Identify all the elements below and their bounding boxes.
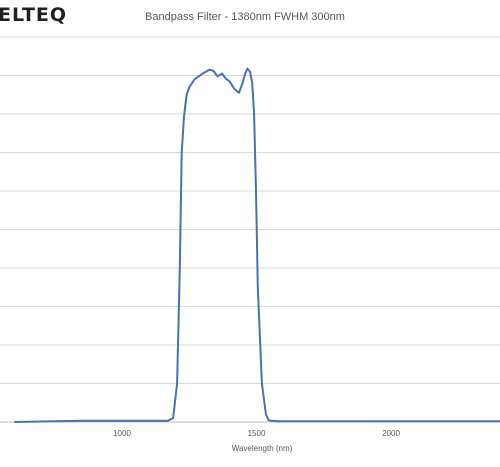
chart-title: Bandpass Filter - 1380nm FWHM 300nm	[145, 11, 345, 23]
gridlines	[0, 36, 500, 384]
elteq-logo: ELTEQ	[0, 4, 68, 26]
x-tick-label-1500: 1500	[248, 429, 266, 438]
x-tick-labels: 1000 1500 2000	[113, 429, 400, 438]
x-tick-label-2000: 2000	[382, 429, 400, 438]
series-line-0	[14, 67, 500, 423]
series-layer	[14, 67, 500, 423]
x-axis-label: Wavelength (nm)	[232, 444, 293, 453]
x-tick-label-1000: 1000	[113, 429, 131, 438]
